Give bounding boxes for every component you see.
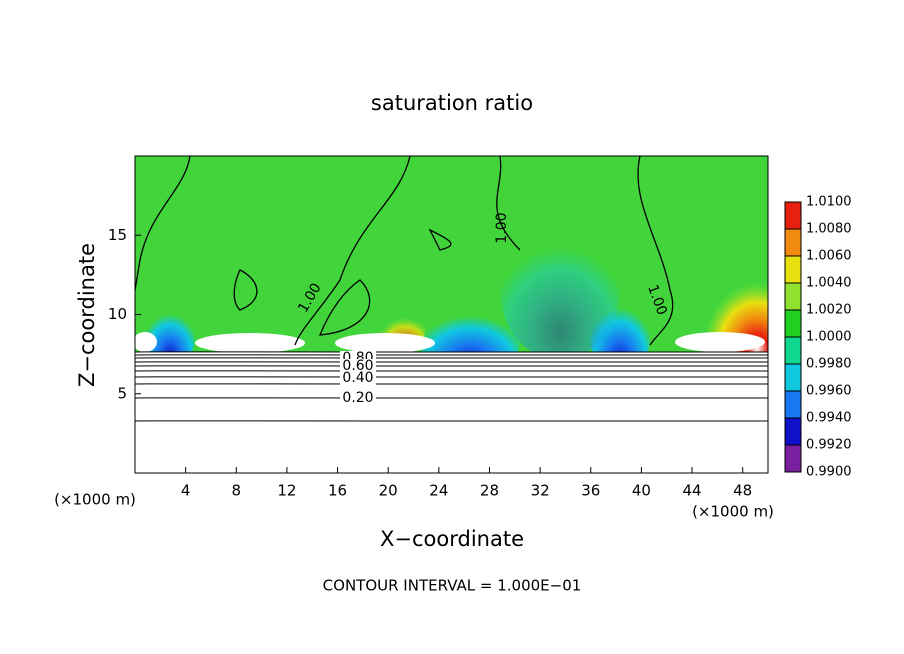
contour-label: 0.60 (342, 358, 373, 374)
y-unit: (×1000 m) (54, 491, 136, 509)
x-tick-label: 4 (181, 482, 191, 500)
colorbar-label: 1.0080 (806, 222, 852, 237)
colorbar-label: 1.0060 (806, 249, 852, 264)
x-tick-label: 40 (632, 482, 651, 500)
colorbar-segment (785, 283, 801, 310)
contour-label: 1.00 (494, 212, 510, 243)
contour-label-bg (340, 391, 376, 405)
field (135, 156, 768, 473)
colorbar-segment (785, 445, 801, 472)
colorbar-segment (785, 364, 801, 391)
colorbar-segment (785, 229, 801, 256)
contour-label-bg (340, 359, 376, 373)
y-tick-label: 5 (117, 384, 127, 402)
y-tick-label: 15 (108, 226, 127, 244)
contour-label: 0.40 (342, 370, 373, 386)
colorbar-label: 0.9980 (806, 357, 852, 372)
y-tick-label: 10 (108, 305, 127, 323)
colorbar-segment (785, 202, 801, 229)
colorbar-label: 1.0040 (806, 276, 852, 291)
chart-title: saturation ratio (371, 91, 533, 115)
x-tick-label: 28 (480, 482, 499, 500)
x-tick-label: 48 (733, 482, 752, 500)
x-tick-label: 12 (277, 482, 296, 500)
x-tick-label: 44 (682, 482, 701, 500)
contour-label: 0.20 (342, 390, 373, 406)
x-tick-label: 8 (232, 482, 242, 500)
colorbar-label: 0.9900 (806, 465, 852, 480)
x-tick-label: 16 (328, 482, 347, 500)
colorbar-segment (785, 418, 801, 445)
colorbar-segment (785, 310, 801, 337)
colorbar-label: 0.9960 (806, 384, 852, 399)
colorbar-label: 0.9940 (806, 411, 852, 426)
colorbar-segment (785, 256, 801, 283)
colorbar-label: 0.9920 (806, 438, 852, 453)
contour-label-bg (340, 371, 376, 385)
y-axis-label: Z−coordinate (75, 243, 99, 387)
colorbar-label: 1.0000 (806, 330, 852, 345)
x-tick-label: 20 (379, 482, 398, 500)
x-tick-label: 24 (429, 482, 448, 500)
colorbar-label: 1.0100 (806, 195, 852, 210)
x-tick-label: 36 (581, 482, 600, 500)
colorbar-segment (785, 391, 801, 418)
colorbar-label: 1.0020 (806, 303, 852, 318)
x-tick-label: 32 (531, 482, 550, 500)
x-unit: (×1000 m) (692, 503, 774, 521)
footer: CONTOUR INTERVAL = 1.000E−01 (323, 577, 582, 595)
colorbar-segment (785, 337, 801, 364)
x-axis-label: X−coordinate (380, 527, 524, 551)
